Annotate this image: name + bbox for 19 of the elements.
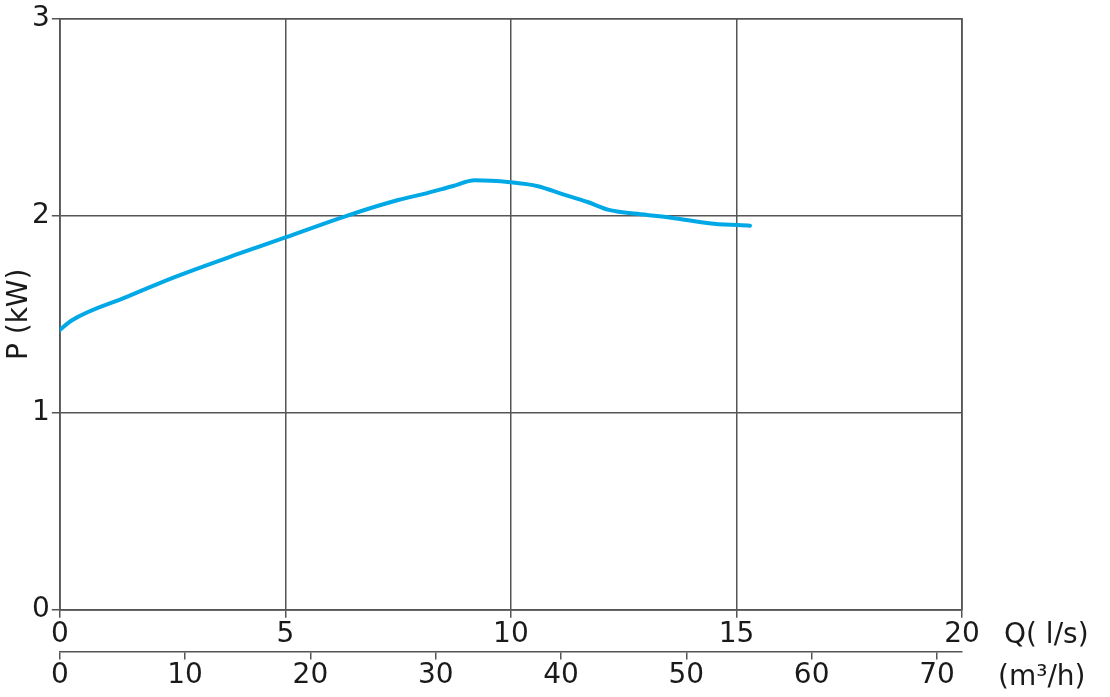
x-tick-label: 15 [718,615,755,649]
x2-tick-label: 20 [292,657,329,691]
x-axis-title: Q( l/s) [1004,617,1089,651]
line-series [59,178,752,333]
x2-tick-label: 50 [668,657,705,691]
y-tick-label: 3 [31,0,50,34]
x-tick-label: 5 [276,615,295,649]
y-tick-label: 1 [31,394,50,428]
y-tick-label: 0 [31,591,50,625]
x2-tick-label: 70 [919,657,955,691]
x2-axis-title: (m³/h) [998,658,1086,692]
x2-tick-label: 30 [417,657,454,691]
x2-tick-label: 60 [793,657,830,691]
x-tick-label: 20 [944,615,980,649]
y-tick-label: 2 [31,197,50,231]
x2-tick-label: 10 [167,657,203,691]
y-axis-title: P (kW) [1,268,35,361]
x-tick-label: 10 [493,615,529,649]
x2-tick-label: 40 [543,657,579,691]
